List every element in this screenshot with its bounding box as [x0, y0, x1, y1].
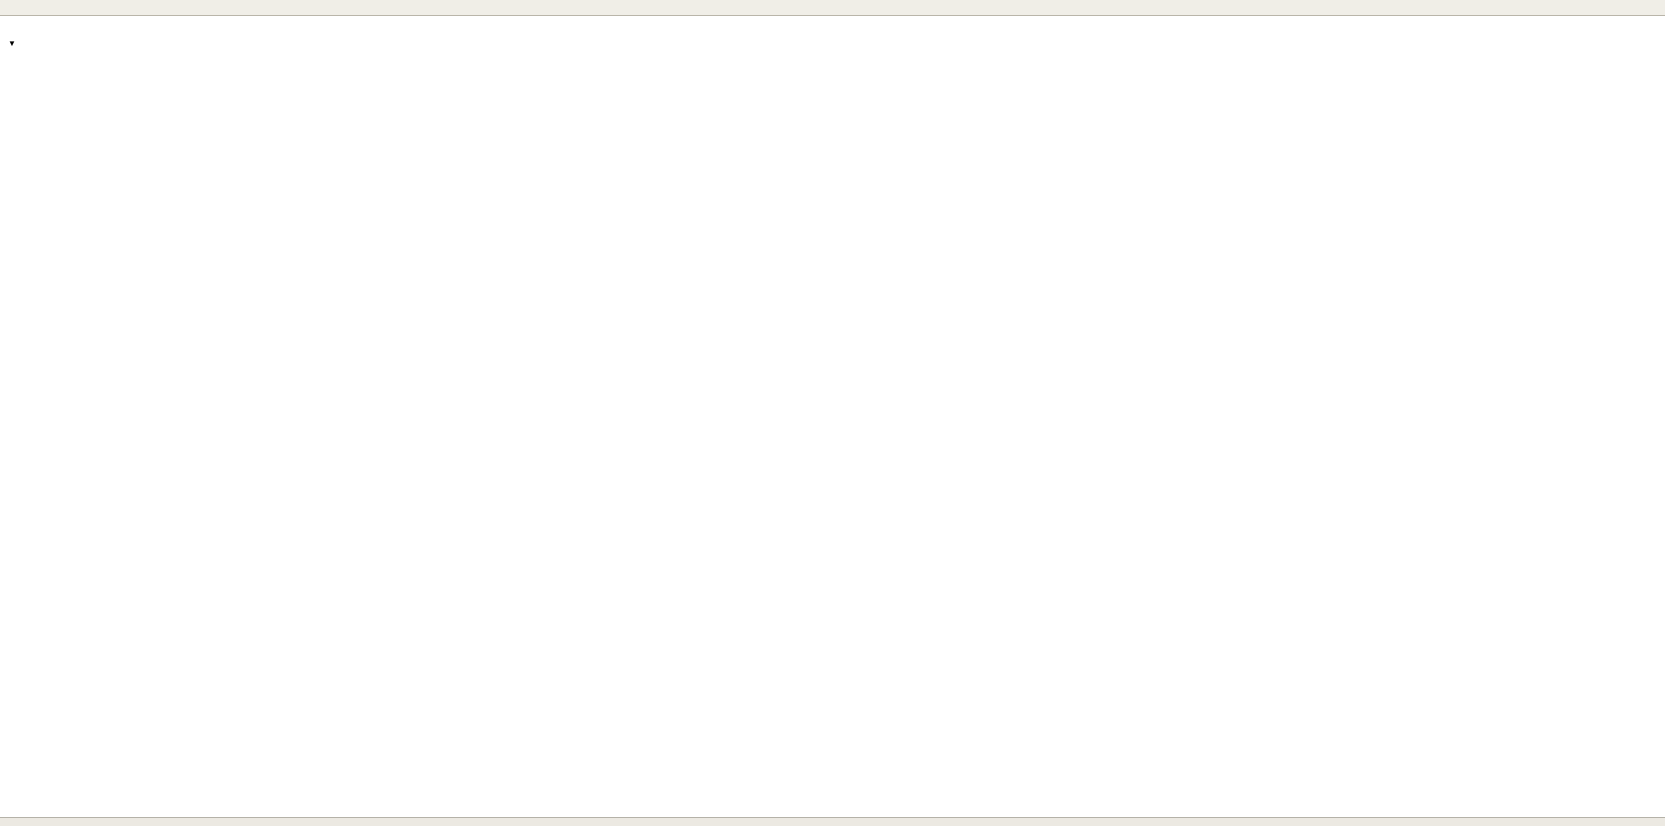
toolbar — [0, 0, 1665, 16]
collapse-icon[interactable] — [8, 37, 16, 49]
chart-canvas[interactable] — [0, 16, 1665, 826]
status-bar — [0, 817, 1665, 826]
chart-title — [8, 37, 27, 49]
chart-window[interactable] — [0, 16, 1665, 816]
